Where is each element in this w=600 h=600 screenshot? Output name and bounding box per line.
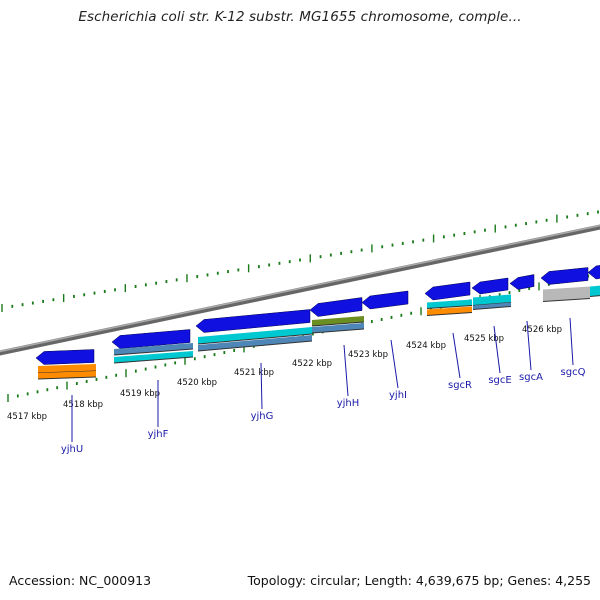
- gene-leader-line: [390, 339, 399, 389]
- cds-bar-yjhH-b: [312, 323, 364, 333]
- accession-text: Accession: NC_000913: [9, 573, 152, 588]
- genome-summary-text: Topology: circular; Length: 4,639,675 bp…: [247, 573, 591, 588]
- gene-arrow-sgcA: [509, 274, 535, 290]
- gene-leader-line: [452, 332, 461, 379]
- chromosome-backbone: [0, 224, 600, 356]
- feature-track: [35, 265, 600, 380]
- gene-arrow-sgcQ: [540, 267, 589, 285]
- cds-bar-yjhG-a: [198, 327, 312, 344]
- gene-leader-line: [260, 362, 263, 410]
- gene-arrow-yjhH: [309, 297, 363, 317]
- gene-label-yjhH[interactable]: yjhH: [337, 398, 360, 409]
- scale-label: 4524 kbp: [406, 341, 446, 351]
- cds-bar-next: [590, 285, 600, 297]
- scale-label: 4525 kbp: [464, 334, 504, 344]
- page-title: Escherichia coli str. K-12 substr. MG165…: [78, 9, 522, 25]
- cds-bar-yjhU-a: [38, 364, 96, 373]
- gene-arrow-sgcE: [471, 277, 509, 295]
- gene-arrow-yjhG: [195, 309, 311, 333]
- gene-arrow-next: [587, 265, 600, 280]
- scale-label: 4519 kbp: [120, 389, 160, 399]
- gene-arrow-sgcR: [424, 281, 471, 301]
- scale-label: 4518 kbp: [63, 400, 103, 410]
- gene-arrow-yjhI: [361, 290, 409, 310]
- gene-leader-line: [493, 325, 501, 374]
- gene-arrow-yjhF: [111, 329, 191, 349]
- cds-bar-yjhF-a: [114, 343, 193, 355]
- gene-leader-line: [526, 320, 532, 371]
- cds-bar-yjhF-b: [114, 351, 193, 363]
- scale-label: 4526 kbp: [522, 325, 562, 335]
- scale-label: 4521 kbp: [234, 368, 274, 378]
- gene-label-yjhU[interactable]: yjhU: [61, 444, 83, 455]
- gene-leader-line: [343, 344, 349, 397]
- gene-label-yjhI[interactable]: yjhI: [389, 390, 407, 401]
- gene-label-yjhF[interactable]: yjhF: [148, 429, 169, 440]
- chromosome-backbone-highlight: [0, 224, 600, 353]
- cds-bar-sgcE-b: [473, 302, 511, 310]
- gene-labels: yjhU yjhF yjhG yjhH yjhI sgcR sgcE sgcA sgcQ: [61, 317, 586, 455]
- cds-bar-sgcQ: [543, 286, 590, 302]
- scale-label: 4523 kbp: [348, 350, 388, 360]
- scale-label: 4520 kbp: [177, 378, 217, 388]
- gene-label-sgcE[interactable]: sgcE: [488, 375, 511, 386]
- scale-labels: 4517 kbp 4518 kbp 4519 kbp 4520 kbp 4521 kbp…: [7, 325, 562, 422]
- gene-label-sgcR[interactable]: sgcR: [448, 380, 472, 391]
- gene-leader-line: [569, 317, 574, 366]
- outer-tick-track: [1, 210, 599, 312]
- scale-label: 4517 kbp: [7, 412, 47, 422]
- gene-label-sgcA[interactable]: sgcA: [519, 372, 543, 383]
- gene-arrow-yjhU: [35, 349, 95, 365]
- cds-bar-yjhG-b: [198, 335, 312, 351]
- scale-label: 4522 kbp: [292, 359, 332, 369]
- gene-label-yjhG[interactable]: yjhG: [251, 411, 274, 422]
- gene-label-sgcQ[interactable]: sgcQ: [561, 367, 586, 378]
- cds-bar-yjhH-a: [312, 316, 364, 326]
